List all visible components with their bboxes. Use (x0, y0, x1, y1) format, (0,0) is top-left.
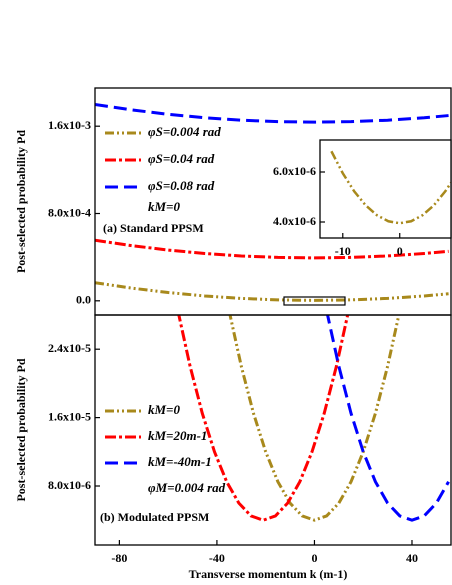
y-tick-label: 8.0x10-6 (48, 478, 91, 492)
series-line (95, 102, 449, 124)
series-line (177, 315, 350, 522)
legend-label: φS=0.04 rad (148, 151, 215, 166)
plot-area (177, 315, 450, 522)
inset-background (320, 140, 451, 238)
y-tick-label: 0.0 (76, 293, 91, 307)
series-line (95, 281, 449, 302)
y-tick-label: 1.6x10-3 (48, 118, 91, 132)
axes-frame (94, 314, 452, 546)
plot-area (95, 102, 449, 302)
y-tick-label: 6.0x10-6 (273, 164, 316, 178)
x-tick-label: -40 (209, 551, 225, 565)
series-line (228, 315, 401, 522)
legend-label: kM=0 (148, 402, 180, 417)
x-axis-title: Transverse momentum k (m-1) (189, 567, 348, 581)
annotation: (a) Standard PPSM (103, 221, 204, 235)
annotation: φM=0.004 rad (148, 480, 226, 495)
series-line (95, 238, 449, 260)
legend-label: φS=0.004 rad (148, 124, 221, 139)
y-axis-title: Post-selected probability Pd (14, 130, 28, 273)
axes-frame (319, 139, 452, 239)
x-tick-label: 0 (397, 244, 403, 258)
plot-layer: φS=0.004 rad φS=0.04 rad φS=0.08 rad 0.0 8.0… (14, 87, 452, 581)
x-tick-label: 40 (406, 551, 418, 565)
series-line (326, 315, 450, 522)
legend-label: kM=20m-1 (148, 428, 207, 443)
annotation: (b) Modulated PPSM (100, 510, 209, 524)
y-tick-label: 2.4x10-5 (48, 341, 91, 355)
y-tick-label: 4.0x10-6 (273, 214, 316, 228)
y-axis-title: Post-selected probability Pd (14, 358, 28, 501)
zoom-box (283, 296, 346, 306)
y-tick-label: 1.6x10-5 (48, 409, 91, 423)
legend-label: kM=-40m-1 (148, 454, 212, 469)
x-tick-label: 0 (311, 551, 317, 565)
x-tick-label: -10 (335, 244, 351, 258)
y-tick-label: 8.0x10-4 (48, 205, 91, 219)
legend-label: φS=0.08 rad (148, 178, 215, 193)
annotation: kM=0 (148, 199, 180, 214)
x-tick-label: -80 (111, 551, 127, 565)
